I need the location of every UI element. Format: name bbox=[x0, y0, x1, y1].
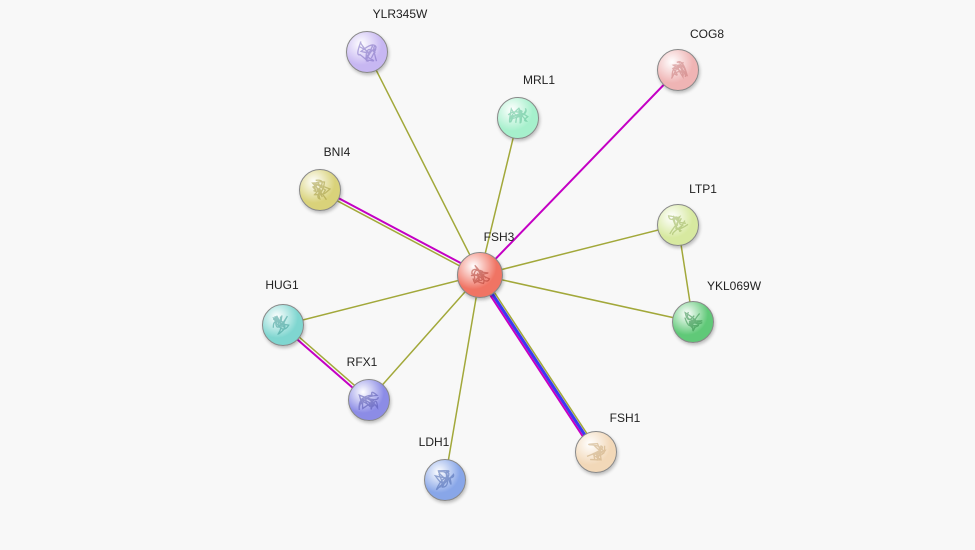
node-circle[interactable] bbox=[299, 169, 341, 211]
node-label: LTP1 bbox=[689, 182, 717, 196]
protein-structure-icon bbox=[263, 305, 303, 345]
node-LTP1[interactable]: LTP1 bbox=[657, 204, 699, 246]
node-YLR345W[interactable]: YLR345W bbox=[346, 31, 388, 73]
node-label: YLR345W bbox=[373, 7, 428, 21]
node-circle[interactable] bbox=[457, 252, 503, 298]
edge-FSH3-HUG1 bbox=[283, 275, 480, 325]
protein-structure-icon bbox=[347, 32, 387, 72]
node-circle[interactable] bbox=[672, 301, 714, 343]
node-FSH1[interactable]: FSH1 bbox=[575, 431, 617, 473]
node-YKL069W[interactable]: YKL069W bbox=[672, 301, 714, 343]
node-label: BNI4 bbox=[324, 145, 351, 159]
node-label: YKL069W bbox=[707, 279, 761, 293]
node-circle[interactable] bbox=[575, 431, 617, 473]
node-label: HUG1 bbox=[265, 278, 298, 292]
edge-FSH3-LDH1 bbox=[445, 275, 480, 480]
node-label: LDH1 bbox=[419, 435, 450, 449]
node-BNI4[interactable]: BNI4 bbox=[299, 169, 341, 211]
node-label: COG8 bbox=[690, 27, 724, 41]
protein-structure-icon bbox=[300, 170, 340, 210]
edge-FSH3-BNI4 bbox=[319, 191, 479, 276]
network-diagram: FSH3 YLR345W COG8 MRL1 BNI4 LTP1 YKL069W HUG1 RF… bbox=[0, 0, 975, 550]
edge-FSH3-FSH1 bbox=[480, 275, 596, 452]
node-label: FSH3 bbox=[484, 230, 515, 244]
node-circle[interactable] bbox=[346, 31, 388, 73]
protein-structure-icon bbox=[576, 432, 616, 472]
edge-FSH3-FSH1 bbox=[482, 274, 598, 451]
node-circle[interactable] bbox=[497, 97, 539, 139]
node-circle[interactable] bbox=[348, 379, 390, 421]
node-circle[interactable] bbox=[424, 459, 466, 501]
protein-structure-icon bbox=[673, 302, 713, 342]
node-label: MRL1 bbox=[523, 73, 555, 87]
node-circle[interactable] bbox=[262, 304, 304, 346]
node-LDH1[interactable]: LDH1 bbox=[424, 459, 466, 501]
protein-structure-icon bbox=[458, 253, 502, 297]
protein-structure-icon bbox=[498, 98, 538, 138]
node-label: FSH1 bbox=[610, 411, 641, 425]
node-COG8[interactable]: COG8 bbox=[657, 49, 699, 91]
protein-structure-icon bbox=[349, 380, 389, 420]
edge-FSH3-YKL069W bbox=[480, 275, 693, 322]
node-MRL1[interactable]: MRL1 bbox=[497, 97, 539, 139]
node-HUG1[interactable]: HUG1 bbox=[262, 304, 304, 346]
edge-FSH3-YLR345W bbox=[367, 52, 480, 275]
protein-structure-icon bbox=[658, 50, 698, 90]
node-circle[interactable] bbox=[657, 49, 699, 91]
protein-structure-icon bbox=[425, 460, 465, 500]
edge-FSH3-FSH1 bbox=[478, 276, 594, 453]
node-label: RFX1 bbox=[347, 355, 378, 369]
protein-structure-icon bbox=[658, 205, 698, 245]
node-circle[interactable] bbox=[657, 204, 699, 246]
node-RFX1[interactable]: RFX1 bbox=[348, 379, 390, 421]
node-FSH3[interactable]: FSH3 bbox=[457, 252, 503, 298]
